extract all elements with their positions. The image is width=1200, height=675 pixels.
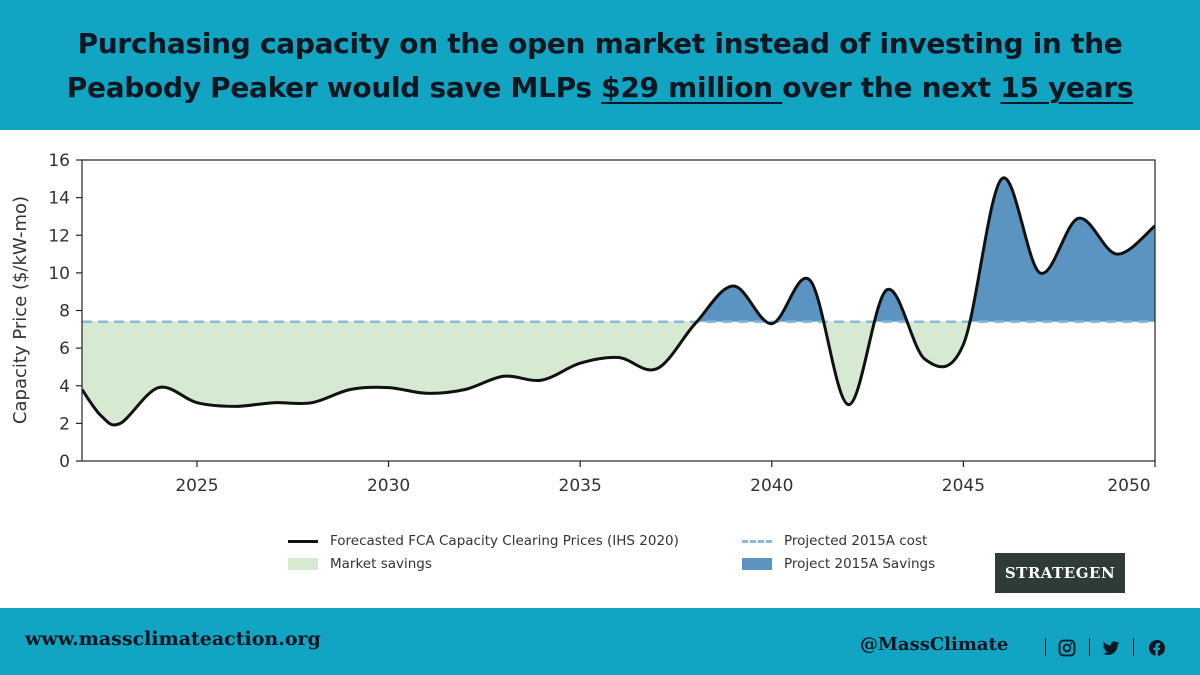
y-tick-label: 4 [59, 377, 70, 397]
divider [1045, 638, 1046, 656]
x-tick-label: 2025 [175, 476, 218, 496]
x-tick-label: 2045 [942, 476, 985, 496]
y-axis: 0 2 4 6 8 10 12 14 16 [48, 151, 82, 472]
legend-label-forecast: Forecasted FCA Capacity Clearing Prices … [330, 533, 679, 549]
divider [1133, 638, 1134, 656]
social-handle[interactable]: @MassClimate [860, 634, 1009, 655]
legend-swatch-blue [742, 558, 772, 570]
twitter-icon[interactable] [1101, 638, 1121, 658]
x-tick-label: 2040 [750, 476, 793, 496]
legend-item-project-savings: Project 2015A Savings [742, 556, 935, 572]
instagram-icon[interactable] [1057, 638, 1077, 658]
y-tick-label: 6 [59, 339, 70, 359]
legend-item-forecast: Forecasted FCA Capacity Clearing Prices … [288, 533, 679, 549]
divider [1089, 638, 1090, 656]
headline-line-1: Purchasing capacity on the open market i… [77, 27, 1123, 60]
headline: Purchasing capacity on the open market i… [0, 22, 1200, 110]
headline-years: 15 years [1000, 71, 1134, 104]
legend-swatch-line [288, 539, 318, 543]
legend: Forecasted FCA Capacity Clearing Prices … [0, 527, 1000, 587]
x-axis: 2025 2030 2035 2040 2045 2050 [175, 461, 1156, 496]
facebook-icon[interactable] [1147, 638, 1167, 658]
y-tick-label: 0 [59, 452, 70, 472]
legend-label-market-savings: Market savings [330, 556, 432, 572]
headline-amount: $29 million [601, 71, 783, 104]
y-tick-label: 12 [48, 226, 70, 246]
headline-text-mid: over the next [782, 71, 1001, 104]
legend-label-projected: Projected 2015A cost [784, 533, 928, 549]
y-axis-label: Capacity Price ($/kW-mo) [10, 196, 31, 424]
website-link[interactable]: www.massclimateaction.org [25, 628, 321, 650]
legend-swatch-dash [742, 539, 772, 543]
strategen-badge: STRATEGEN [995, 553, 1125, 593]
x-tick-label: 2050 [1107, 476, 1150, 496]
capacity-price-chart: 0 2 4 6 8 10 12 14 16 2025 2030 2035 2040 2045 2050 C… [10, 151, 1156, 496]
y-tick-label: 16 [48, 151, 70, 171]
headline-line-2: Peabody Peaker would save MLPs $29 milli… [0, 66, 1200, 110]
legend-label-project-savings: Project 2015A Savings [784, 556, 936, 572]
footer-banner: www.massclimateaction.org @MassClimate [0, 608, 1200, 675]
y-tick-label: 14 [48, 189, 70, 209]
forecasted-price-line [82, 176, 1155, 427]
x-tick-label: 2035 [559, 476, 602, 496]
legend-item-market-savings: Market savings [288, 556, 432, 572]
market-savings-area [82, 321, 970, 425]
header-banner: Purchasing capacity on the open market i… [0, 0, 1200, 130]
legend-item-projected: Projected 2015A cost [742, 533, 927, 549]
y-tick-label: 2 [59, 414, 70, 434]
x-tick-label: 2030 [367, 476, 410, 496]
legend-swatch-green [288, 558, 318, 570]
y-tick-label: 8 [59, 302, 70, 322]
headline-text-pre: Peabody Peaker would save MLPs [66, 71, 602, 104]
project-savings-area [82, 178, 1155, 322]
y-tick-label: 10 [48, 264, 70, 284]
